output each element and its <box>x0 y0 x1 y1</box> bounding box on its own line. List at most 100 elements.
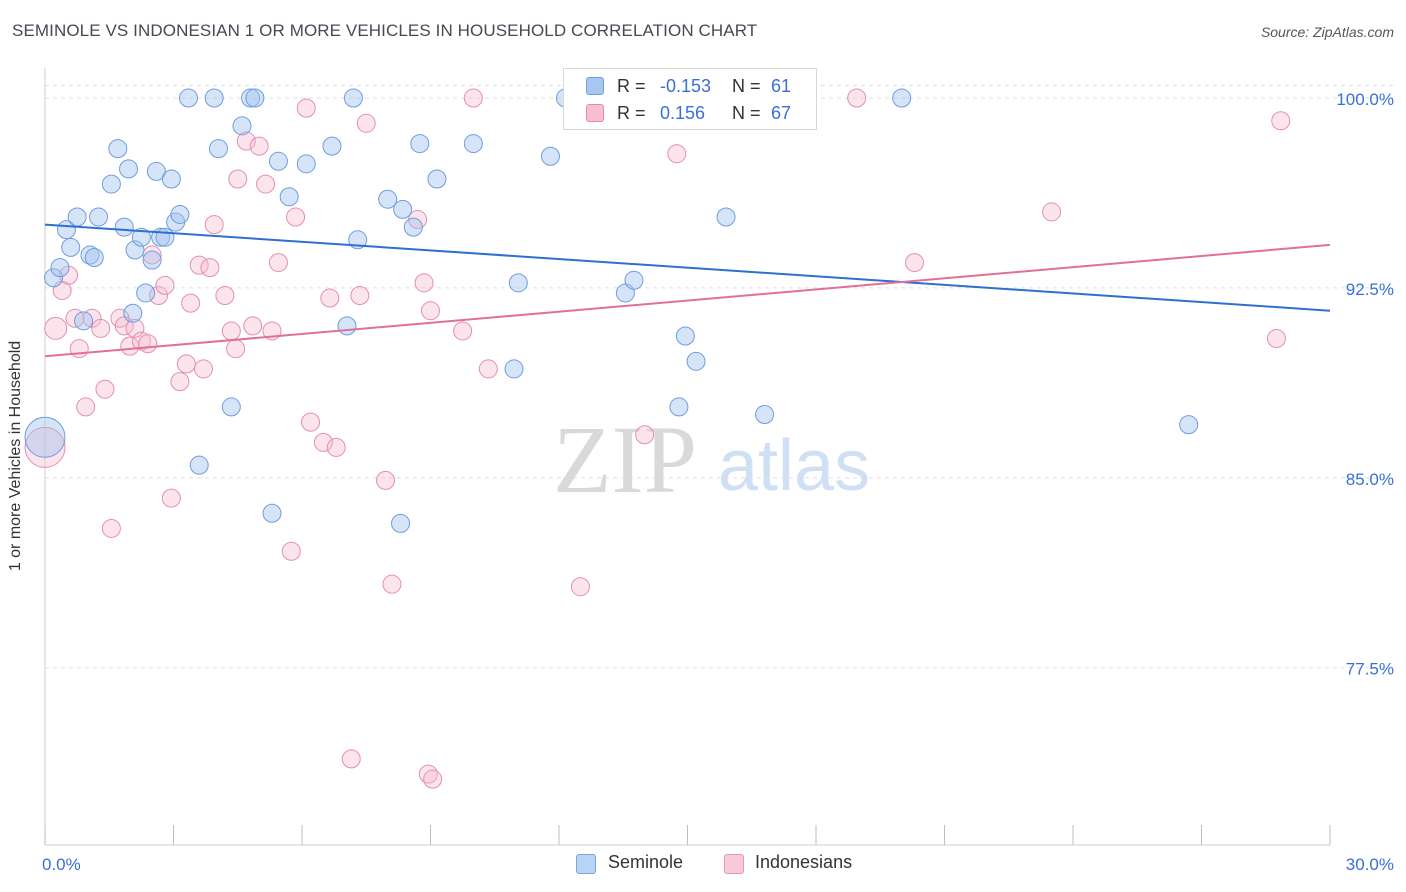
indonesians-point <box>228 169 248 189</box>
seminole-point <box>540 146 560 166</box>
seminole-point <box>204 88 224 108</box>
indonesians-point <box>249 136 269 156</box>
n-value: 61 <box>771 76 792 96</box>
r-label: R = <box>617 103 646 123</box>
indonesians-point <box>101 518 121 538</box>
indonesians-point <box>125 318 145 338</box>
watermark-zip: ZIP <box>553 406 697 513</box>
seminole-point <box>755 405 775 425</box>
indonesians-point <box>268 253 288 273</box>
indonesians-point <box>44 316 68 340</box>
seminole-point <box>101 174 121 194</box>
r-value: -0.153 <box>660 76 712 96</box>
watermark: ZIP atlas <box>553 406 870 513</box>
indonesians-point <box>142 245 162 265</box>
seminole-point <box>378 189 398 209</box>
y-tick-label: 100.0% <box>1336 90 1394 109</box>
seminole-point <box>74 311 94 331</box>
seminole-trend-line <box>44 223 1331 312</box>
seminole-point <box>61 237 81 257</box>
seminole-point <box>337 316 357 336</box>
indonesians-point <box>421 301 440 321</box>
tick-labels: 100.0% 92.5% 85.0% 77.5% 0.0% 30.0% <box>42 90 1394 874</box>
seminole-point <box>24 416 66 458</box>
seminole-point <box>686 351 706 371</box>
indonesians-point <box>478 359 498 379</box>
seminole-point <box>1179 415 1199 435</box>
indonesians-point <box>91 318 111 338</box>
indonesians-point <box>281 541 301 561</box>
indonesians-point <box>69 339 89 359</box>
indonesians-point <box>226 339 246 359</box>
indonesians-point <box>236 131 256 151</box>
indonesians-point <box>256 174 276 194</box>
trend-lines <box>44 223 1331 358</box>
seminole-point <box>161 169 181 189</box>
legend-swatch-indonesians <box>724 854 744 874</box>
seminole-point <box>322 136 342 156</box>
indonesians-points <box>24 88 1291 789</box>
seminole-point <box>50 258 70 278</box>
indonesians-point <box>221 321 241 341</box>
grid-lines <box>45 84 1395 669</box>
indonesians-point <box>193 359 213 379</box>
seminole-point <box>508 273 528 293</box>
indonesians-point <box>414 273 434 293</box>
seminole-point <box>296 154 316 174</box>
indonesians-point <box>215 286 235 305</box>
seminole-point <box>131 227 151 247</box>
y-axis-label: 1 or more Vehicles in Household <box>7 340 24 572</box>
stats-legend-row-seminole: R = -0.153 N = 61 <box>564 74 816 100</box>
indonesians-point <box>243 316 263 336</box>
seminole-point <box>123 303 143 323</box>
indonesians-point <box>138 334 158 354</box>
seminole-point <box>262 503 282 523</box>
x-tick-label: 30.0% <box>1346 855 1394 874</box>
seminole-point <box>142 250 162 270</box>
y-tick-label: 85.0% <box>1346 470 1394 489</box>
indonesians-point <box>635 425 655 445</box>
seminole-point <box>624 270 644 290</box>
seminole-point <box>89 207 109 227</box>
seminole-point <box>279 187 299 207</box>
indonesians-point <box>453 321 473 341</box>
indonesians-point <box>95 379 115 399</box>
seminole-point <box>146 161 166 181</box>
seminole-point <box>403 217 423 237</box>
indonesians-point <box>667 144 687 164</box>
r-label: R = <box>617 76 646 96</box>
seminole-point <box>114 217 134 237</box>
series-legend: Seminole Indonesians <box>0 851 1406 877</box>
seminole-points <box>24 88 1199 533</box>
stats-legend-row-indonesians: R = 0.156 N = 67 <box>564 101 816 127</box>
indonesians-point <box>204 215 224 235</box>
indonesians-point <box>905 253 925 273</box>
seminole-point <box>221 397 241 417</box>
r-value: 0.156 <box>660 103 706 123</box>
seminole-point <box>241 88 261 108</box>
seminole-point <box>84 248 104 268</box>
indonesians-point <box>1271 111 1291 131</box>
indonesians-point <box>301 412 321 432</box>
seminole-point <box>245 88 265 108</box>
y-tick-label: 77.5% <box>1346 660 1394 679</box>
legend-swatch-seminole <box>576 854 596 874</box>
indonesians-trend-line <box>44 243 1331 358</box>
indonesians-point <box>847 88 867 108</box>
seminole-point <box>119 159 139 179</box>
indonesians-point <box>376 470 396 490</box>
indonesians-point <box>463 88 483 108</box>
seminole-point <box>108 139 128 159</box>
seminole-point <box>136 283 156 303</box>
indonesians-point <box>570 577 590 597</box>
watermark-atlas: atlas <box>718 426 870 506</box>
seminole-point <box>155 227 175 247</box>
seminole-point <box>675 326 695 346</box>
seminole-point <box>44 268 64 288</box>
indonesians-point <box>326 437 346 457</box>
seminole-point <box>669 397 689 417</box>
n-label: N = <box>732 76 761 96</box>
seminole-point <box>178 88 198 108</box>
axes <box>44 68 1331 846</box>
